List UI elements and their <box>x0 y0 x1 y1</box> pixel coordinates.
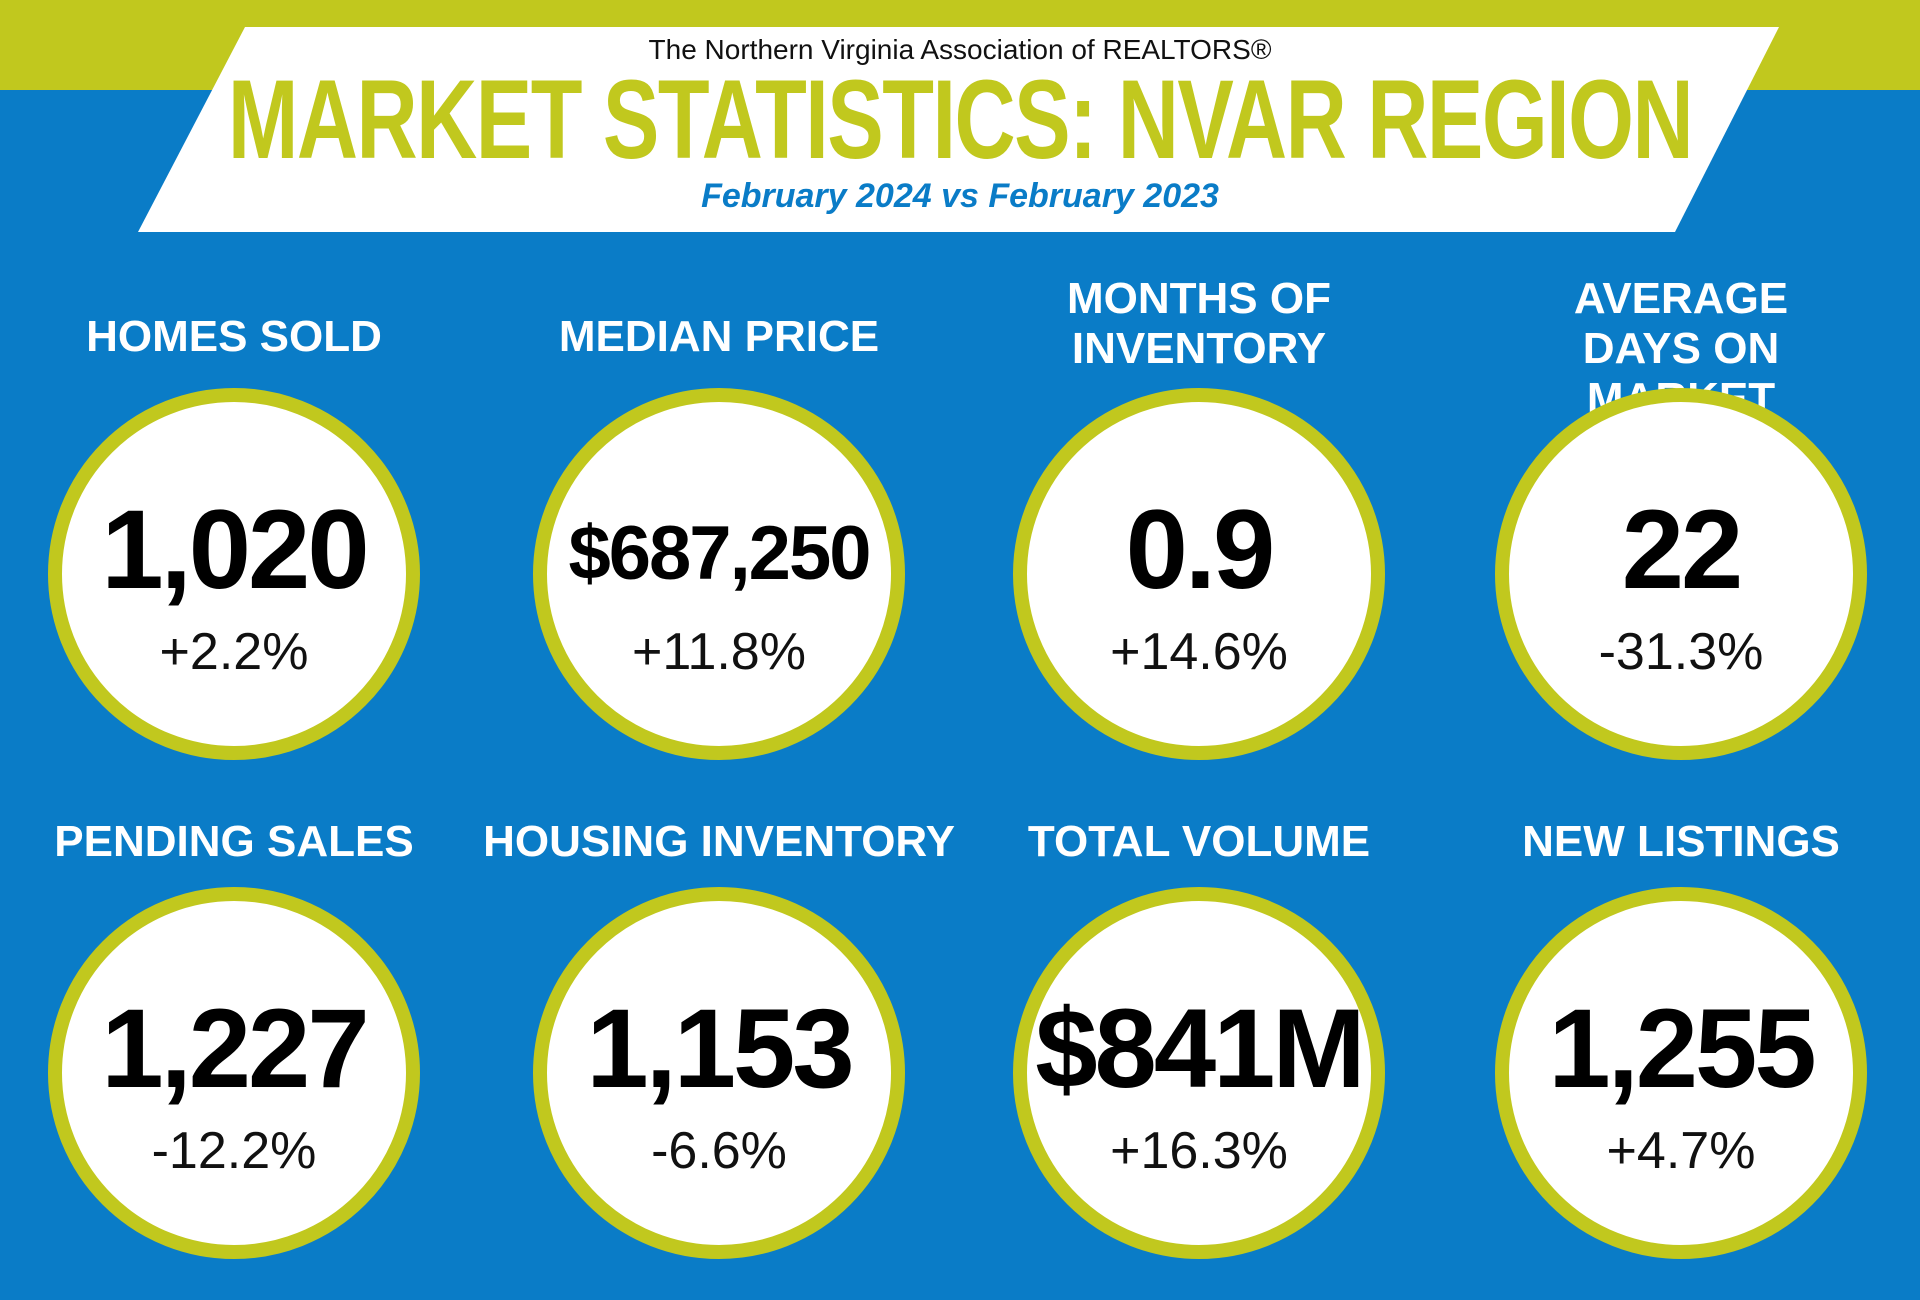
stat-change: +16.3% <box>1110 1122 1288 1180</box>
stat-value: 1,153 <box>586 986 854 1111</box>
stat-change: +4.7% <box>1606 1122 1756 1180</box>
stat-value: 1,255 <box>1548 986 1816 1111</box>
organization-name: The Northern Virginia Association of REA… <box>648 34 1272 65</box>
page-title: MARKET STATISTICS: NVAR REGION <box>227 57 1694 182</box>
stat-circle: 1,227 -12.2% <box>48 887 420 1259</box>
stat-value: 22 <box>1621 487 1744 612</box>
stat-circle: 1,255 +4.7% <box>1495 887 1867 1259</box>
stat-value: $841M <box>1035 986 1365 1111</box>
stat-label: HOUSING INVENTORY <box>483 817 955 866</box>
stat-circle: 1,153 -6.6% <box>533 887 905 1259</box>
stat-change: +2.2% <box>159 623 309 681</box>
stat-value: 0.9 <box>1125 487 1276 612</box>
stat-label: TOTAL VOLUME <box>1027 817 1371 866</box>
stat-label: MONTHS OF INVENTORY <box>1067 274 1331 373</box>
stat-circle: 0.9 +14.6% <box>1013 388 1385 760</box>
stat-circle: 1,020 +2.2% <box>48 388 420 760</box>
stat-circle: $841M +16.3% <box>1013 887 1385 1259</box>
stat-circle: 22 -31.3% <box>1495 388 1867 760</box>
stat-change: +14.6% <box>1110 623 1288 681</box>
stat-label: MEDIAN PRICE <box>558 312 880 361</box>
header-banner <box>138 27 1779 232</box>
stat-label: PENDING SALES <box>54 817 414 866</box>
page-subtitle: February 2024 vs February 2023 <box>701 177 1219 215</box>
stat-circle: $687,250 +11.8% <box>533 388 905 760</box>
stat-label: NEW LISTINGS <box>1522 817 1840 866</box>
stat-value: $687,250 <box>568 511 872 596</box>
stat-value: 1,020 <box>101 487 369 612</box>
stat-value: 1,227 <box>101 986 369 1111</box>
stat-change: +11.8% <box>632 623 806 681</box>
stat-change: -6.6% <box>651 1122 787 1180</box>
stat-label: HOMES SOLD <box>86 312 382 361</box>
stat-change: -12.2% <box>151 1122 317 1180</box>
stat-change: -31.3% <box>1598 623 1764 681</box>
